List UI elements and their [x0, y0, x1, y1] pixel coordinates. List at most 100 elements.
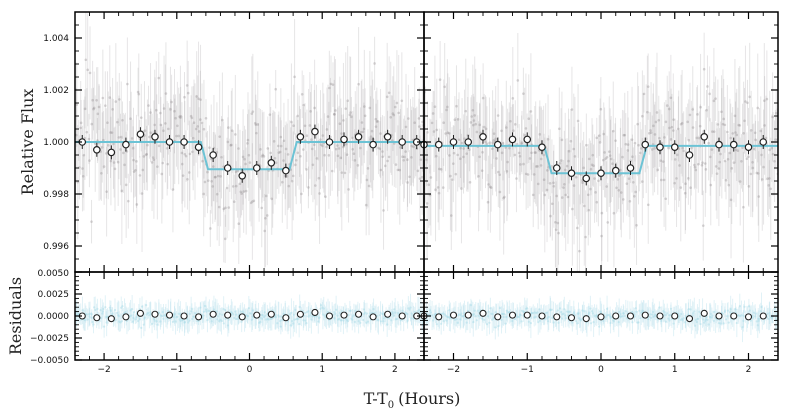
raw-point [173, 109, 176, 113]
raw-point [109, 131, 112, 134]
raw-point [81, 174, 85, 178]
raw-point [342, 119, 345, 122]
residual-tick-label: −0.0050 [30, 356, 69, 366]
raw-point [141, 168, 145, 172]
raw-point [659, 178, 663, 182]
raw-point [398, 168, 402, 172]
raw-point [484, 140, 487, 144]
residual-point [85, 313, 88, 316]
raw-point [329, 82, 333, 86]
raw-point [718, 160, 722, 164]
raw-point [690, 146, 693, 150]
residual-point [648, 315, 651, 318]
raw-point [740, 159, 743, 163]
raw-point [430, 121, 434, 125]
raw-point [723, 123, 727, 127]
raw-point [542, 153, 545, 157]
raw-point [444, 132, 447, 135]
raw-point [498, 190, 502, 194]
y-tick-label: 1.004 [43, 34, 69, 44]
residual-point [668, 319, 671, 322]
binned-flux-point [729, 140, 738, 149]
raw-point [679, 186, 683, 189]
raw-point [266, 147, 270, 150]
raw-point [636, 122, 639, 126]
raw-point [482, 125, 486, 129]
binned-residual-point [384, 310, 392, 318]
residual-point [726, 315, 729, 318]
raw-point [603, 151, 606, 154]
residual-point [684, 314, 687, 317]
residual-point [182, 319, 185, 322]
raw-point [112, 142, 115, 146]
raw-point [374, 117, 378, 121]
raw-point [734, 148, 738, 152]
raw-point [129, 117, 132, 121]
binned-residual-point [398, 312, 406, 320]
raw-point [90, 122, 94, 126]
residual-point [247, 307, 250, 310]
binned-residual-point [538, 312, 546, 320]
residual-point [292, 322, 295, 325]
raw-point [410, 144, 414, 148]
raw-point [319, 138, 322, 141]
raw-point [418, 177, 422, 180]
binned-flux-point [685, 151, 694, 159]
residual-point [290, 311, 293, 314]
raw-point [102, 138, 105, 142]
residual-point [748, 309, 751, 312]
raw-point [748, 95, 751, 99]
raw-point [600, 211, 604, 215]
raw-point [729, 198, 733, 202]
binned-residual-point [759, 312, 767, 320]
raw-point [637, 143, 640, 147]
raw-point [144, 153, 148, 157]
raw-point [696, 162, 700, 166]
residual-point [504, 322, 507, 325]
raw-point [419, 158, 423, 161]
raw-point [702, 67, 706, 71]
residual-point [192, 315, 196, 318]
raw-point [244, 189, 248, 193]
raw-point [607, 150, 611, 153]
raw-point [124, 183, 128, 187]
raw-point [176, 124, 179, 128]
raw-point [501, 142, 505, 145]
raw-point [760, 178, 764, 181]
raw-point [190, 116, 194, 120]
raw-point [731, 132, 734, 135]
raw-point [640, 180, 644, 183]
residual-point [346, 320, 349, 323]
raw-point [397, 111, 401, 115]
residual-point [500, 318, 503, 322]
raw-point [160, 172, 164, 176]
binned-flux-point [656, 143, 664, 152]
raw-point [287, 184, 291, 188]
raw-point [227, 126, 230, 129]
residual-point [409, 306, 412, 309]
raw-point [175, 134, 178, 138]
binned-residual-point [494, 313, 502, 321]
raw-point [425, 202, 429, 205]
raw-point [206, 170, 209, 174]
residual-point [464, 317, 467, 320]
raw-point [100, 171, 103, 175]
raw-point [524, 127, 528, 130]
raw-point [557, 231, 560, 235]
raw-point [159, 123, 163, 127]
raw-point [436, 186, 440, 189]
raw-point [454, 172, 458, 176]
raw-point [344, 107, 348, 110]
residual-point [221, 313, 224, 316]
raw-point [240, 192, 243, 195]
raw-point [252, 199, 256, 203]
residual-point [469, 304, 472, 307]
residual-point [391, 312, 394, 315]
raw-point [264, 194, 268, 198]
raw-point [626, 149, 630, 152]
raw-point [646, 85, 650, 88]
residual-point [462, 315, 465, 318]
raw-point [712, 130, 716, 133]
raw-point [238, 182, 242, 186]
binned-flux-point [223, 164, 232, 172]
